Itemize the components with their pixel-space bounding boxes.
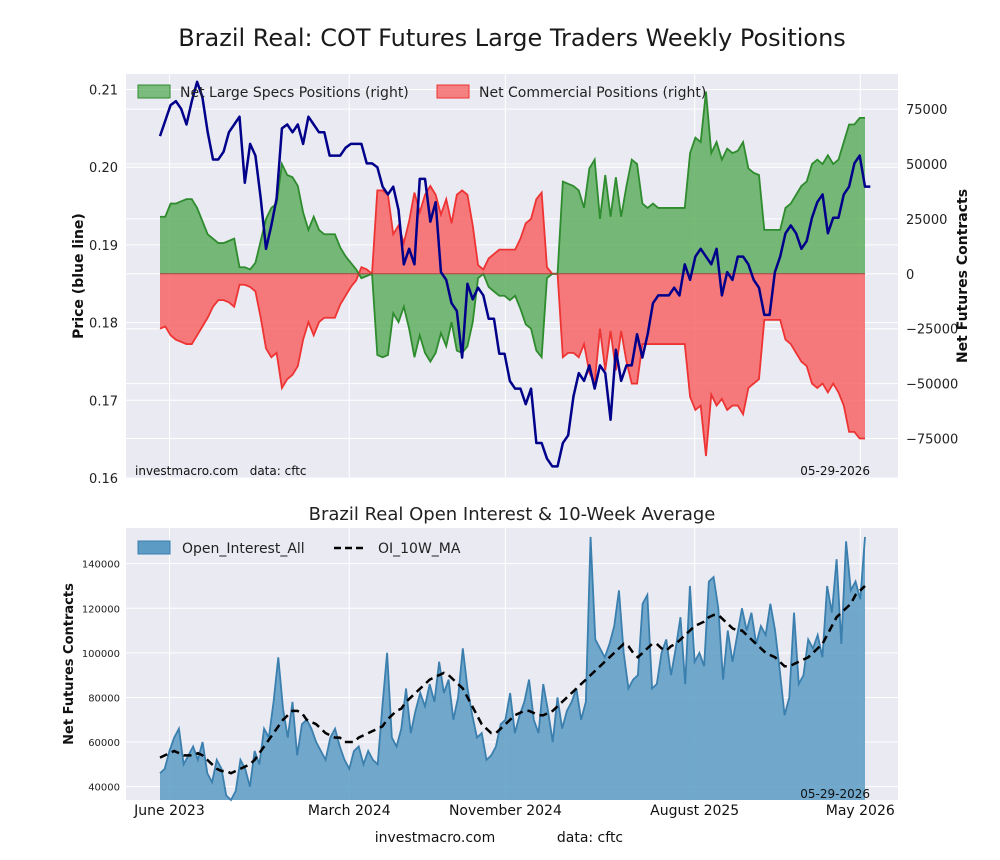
price-line xyxy=(158,80,871,468)
top-y2tick-label: 0 xyxy=(906,268,914,283)
top-y2tick-label: 25000 xyxy=(906,213,947,228)
commercial-line xyxy=(159,184,865,457)
top-ytick-label: 0.17 xyxy=(89,394,118,409)
bottom-ma-line xyxy=(159,585,866,775)
bottom-panel: 40000 60000 80000 100000 120000 140000 June 2… xyxy=(62,528,898,819)
top-y2label: Net Futures Contracts xyxy=(955,189,971,363)
bottom-ylabel: Net Futures Contracts xyxy=(62,583,77,745)
top-y2tick-label: −75000 xyxy=(906,432,958,447)
bottom-ytick-label: 100000 xyxy=(82,649,120,660)
bottom-xtick-label: March 2024 xyxy=(308,803,391,819)
bottom-ytick-label: 40000 xyxy=(88,783,120,794)
legend-swatch-specs xyxy=(137,84,171,99)
footer-right: data: cftc xyxy=(557,830,623,846)
bottom-ytick-label: 80000 xyxy=(88,693,120,704)
oi-ma-line xyxy=(159,585,866,775)
legend-label-commercial: Net Commercial Positions (right) xyxy=(479,85,706,101)
bottom-ytick-label: 120000 xyxy=(82,604,120,615)
top-y2tick-label: 75000 xyxy=(906,103,947,118)
top-ytick-label: 0.20 xyxy=(89,161,118,176)
top-price-line xyxy=(158,80,871,468)
legend-label-oi: Open_Interest_All xyxy=(182,541,305,557)
bottom-ytick-label: 140000 xyxy=(82,560,120,571)
bottom-legend: Open_Interest_All OI_10W_MA xyxy=(137,540,461,557)
chart-title: Brazil Real: COT Futures Large Traders W… xyxy=(178,24,846,52)
bottom-date-note: 05-29-2026 xyxy=(800,787,870,801)
bottom-open-interest-area xyxy=(159,536,866,802)
top-left-axis: 0.16 0.17 0.18 0.19 0.20 0.21 xyxy=(89,84,118,487)
top-y2tick-label: −50000 xyxy=(906,378,958,393)
bottom-title: Brazil Real Open Interest & 10-Week Aver… xyxy=(309,504,716,525)
bottom-xtick-label: November 2024 xyxy=(449,803,562,819)
top-source-note: investmacro.com data: cftc xyxy=(135,464,307,478)
top-y2tick-label: 50000 xyxy=(906,158,947,173)
top-y2tick-label: −25000 xyxy=(906,323,958,338)
commercial-area xyxy=(160,185,865,457)
top-date-note: 05-29-2026 xyxy=(800,464,870,478)
top-panel: 0.16 0.17 0.18 0.19 0.20 0.21 75000 50000 25000… xyxy=(71,74,971,487)
bottom-left-axis: 40000 60000 80000 100000 120000 140000 xyxy=(82,560,120,794)
top-ylabel: Price (blue line) xyxy=(71,213,87,339)
bottom-xtick-label: June 2023 xyxy=(133,803,205,819)
top-ytick-label: 0.18 xyxy=(89,317,118,332)
legend-label-ma: OI_10W_MA xyxy=(378,541,461,557)
footer-left: investmacro.com xyxy=(375,830,495,846)
bottom-xtick-label: May 2026 xyxy=(826,803,895,819)
legend-swatch-oi xyxy=(137,540,171,555)
bottom-ytick-label: 60000 xyxy=(88,738,120,749)
legend-label-specs: Net Large Specs Positions (right) xyxy=(180,85,409,101)
oi-line xyxy=(159,536,866,802)
top-right-axis: 75000 50000 25000 0 −25000 −50000 −75000 xyxy=(906,103,958,447)
bottom-xtick-label: August 2025 xyxy=(650,803,739,819)
top-ytick-label: 0.21 xyxy=(89,84,118,99)
legend-swatch-commercial xyxy=(436,84,470,99)
top-ytick-label: 0.16 xyxy=(89,472,118,487)
top-ytick-label: 0.19 xyxy=(89,239,118,254)
specs-area xyxy=(160,91,865,362)
top-legend: Net Large Specs Positions (right) Net Co… xyxy=(137,84,706,101)
bottom-x-axis: June 2023 March 2024 November 2024 August 2… xyxy=(133,803,895,819)
